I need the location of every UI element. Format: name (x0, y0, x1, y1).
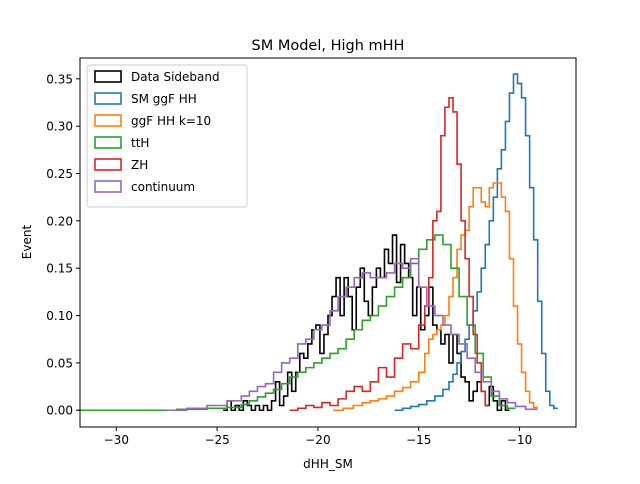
y-tick-label: 0.05 (46, 356, 73, 370)
legend-swatch (94, 180, 122, 193)
y-tick-label: 0.20 (46, 214, 73, 228)
y-tick-label: 0.25 (46, 167, 73, 181)
x-tick-label: −30 (104, 433, 129, 447)
x-tick-label: −10 (507, 433, 532, 447)
y-tick-label: 0.30 (46, 120, 73, 134)
legend-label: continuum (131, 180, 195, 194)
series-line-zh (289, 96, 490, 412)
y-tick-label: 0.10 (46, 309, 73, 323)
legend-swatch (94, 158, 122, 171)
series-line-continuum (166, 257, 538, 412)
series-line-data-sideband (223, 234, 510, 412)
x-axis-ticks: −30 −25 −20 −15 −10 (104, 427, 532, 447)
legend-swatch (94, 92, 122, 105)
x-tick-label: −25 (204, 433, 229, 447)
legend-swatch (94, 136, 122, 149)
series-line-tth (77, 234, 516, 412)
legend-box (86, 64, 248, 208)
legend-label: ZH (131, 158, 148, 172)
legend-swatch (94, 114, 122, 127)
legend-label: Data Sideband (131, 70, 220, 84)
legend-label: ggF HH k=10 (131, 114, 211, 128)
plot-frame (79, 57, 577, 428)
series-line-ggf-hh-k-10 (333, 182, 538, 412)
legend-swatch (94, 70, 122, 83)
series-line-sm-ggf-hh (394, 73, 558, 412)
y-tick-label: 0.35 (46, 72, 73, 86)
x-tick-label: −15 (406, 433, 431, 447)
x-axis-label: dHH_SM (303, 457, 353, 471)
legend: Data Sideband SM ggF HH ggF HH k=10 ttH ZH co… (86, 64, 248, 208)
series-layer (77, 73, 558, 412)
y-tick-label: 0.00 (46, 404, 73, 418)
legend-label: SM ggF HH (131, 92, 197, 106)
chart-title: SM Model, High mHH (252, 38, 405, 54)
legend-label: ttH (131, 136, 149, 150)
x-tick-label: −20 (305, 433, 330, 447)
y-axis-ticks: 0.00 0.05 0.10 0.15 0.20 0.25 0.30 0.35 (46, 72, 80, 418)
y-tick-label: 0.15 (46, 262, 73, 276)
y-axis-label: Event (20, 225, 34, 260)
